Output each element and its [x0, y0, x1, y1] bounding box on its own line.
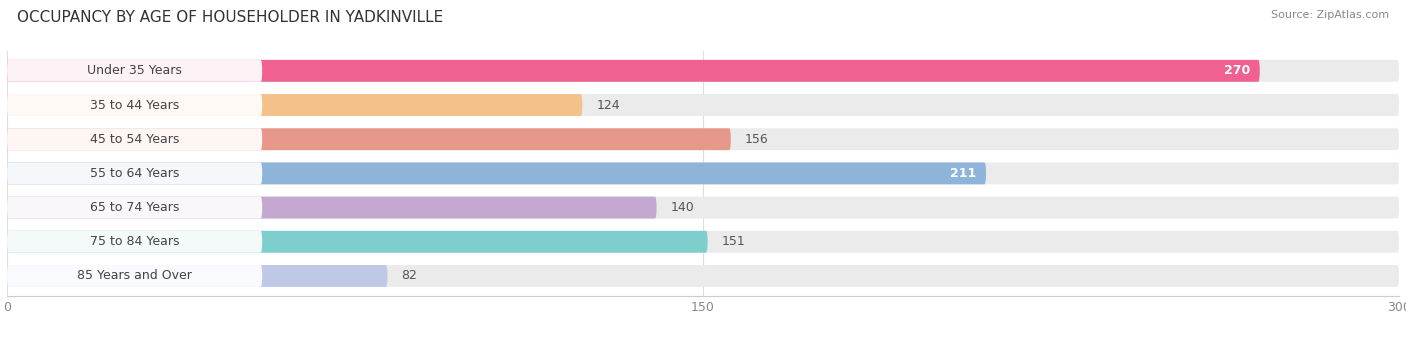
- FancyBboxPatch shape: [7, 60, 1260, 82]
- Text: 35 to 44 Years: 35 to 44 Years: [90, 99, 179, 112]
- Text: 65 to 74 Years: 65 to 74 Years: [90, 201, 180, 214]
- FancyBboxPatch shape: [7, 265, 1399, 287]
- Text: 45 to 54 Years: 45 to 54 Years: [90, 133, 180, 146]
- FancyBboxPatch shape: [7, 128, 262, 150]
- Text: 140: 140: [671, 201, 695, 214]
- Text: 156: 156: [745, 133, 769, 146]
- FancyBboxPatch shape: [7, 60, 1399, 82]
- FancyBboxPatch shape: [7, 163, 986, 184]
- Text: 75 to 84 Years: 75 to 84 Years: [90, 235, 180, 248]
- Text: 82: 82: [402, 270, 418, 283]
- FancyBboxPatch shape: [7, 94, 262, 116]
- FancyBboxPatch shape: [7, 231, 262, 253]
- Text: 85 Years and Over: 85 Years and Over: [77, 270, 193, 283]
- Text: 211: 211: [950, 167, 977, 180]
- FancyBboxPatch shape: [7, 265, 262, 287]
- FancyBboxPatch shape: [7, 128, 1399, 150]
- FancyBboxPatch shape: [7, 94, 1399, 116]
- FancyBboxPatch shape: [7, 231, 1399, 253]
- Text: Source: ZipAtlas.com: Source: ZipAtlas.com: [1271, 10, 1389, 20]
- FancyBboxPatch shape: [7, 94, 582, 116]
- Text: 124: 124: [596, 99, 620, 112]
- FancyBboxPatch shape: [7, 231, 707, 253]
- FancyBboxPatch shape: [7, 163, 262, 184]
- Text: 55 to 64 Years: 55 to 64 Years: [90, 167, 180, 180]
- FancyBboxPatch shape: [7, 265, 388, 287]
- FancyBboxPatch shape: [7, 60, 262, 82]
- FancyBboxPatch shape: [7, 163, 1399, 184]
- FancyBboxPatch shape: [7, 197, 1399, 219]
- Text: OCCUPANCY BY AGE OF HOUSEHOLDER IN YADKINVILLE: OCCUPANCY BY AGE OF HOUSEHOLDER IN YADKI…: [17, 10, 443, 25]
- Text: 270: 270: [1225, 64, 1250, 77]
- Text: 151: 151: [721, 235, 745, 248]
- FancyBboxPatch shape: [7, 197, 262, 219]
- FancyBboxPatch shape: [7, 197, 657, 219]
- FancyBboxPatch shape: [7, 128, 731, 150]
- Text: Under 35 Years: Under 35 Years: [87, 64, 181, 77]
